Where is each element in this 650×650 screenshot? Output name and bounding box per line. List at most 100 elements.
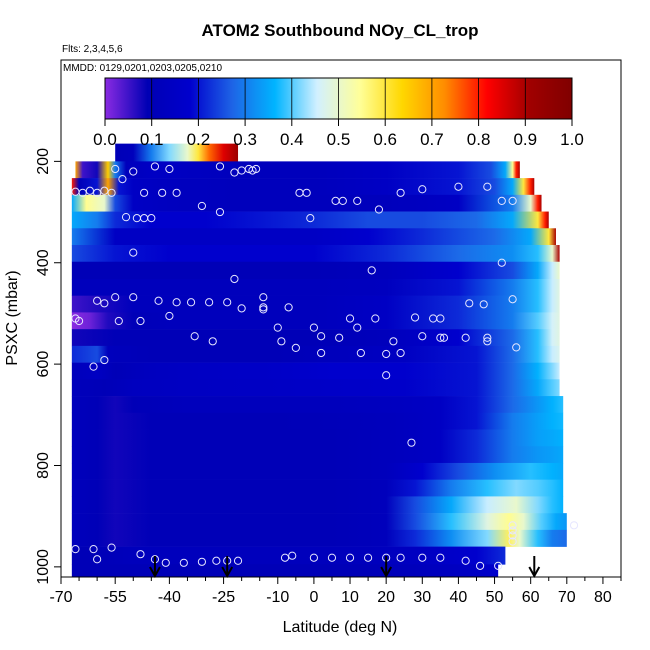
sample-point: [508, 196, 517, 206]
sample-point: [367, 266, 376, 275]
y-tick-label: 400: [35, 249, 52, 276]
y-tick-label: 800: [35, 452, 52, 479]
heatmap-band: [71, 312, 560, 330]
sample-point: [569, 521, 579, 530]
sample-point: [363, 553, 373, 562]
heatmap-band: [71, 446, 564, 464]
heatmap-band: [71, 228, 556, 246]
sample-point: [230, 168, 239, 177]
heatmap-band: [71, 278, 560, 296]
arrow-marker: [221, 556, 234, 579]
x-tick-label: 30: [413, 589, 431, 606]
x-tick-label: -40: [158, 589, 181, 606]
sample-point: [465, 299, 474, 308]
sample-point: [439, 333, 449, 342]
sample-point: [172, 188, 181, 197]
colorbar-tick-label: 0.9: [513, 130, 537, 149]
heatmap-band: [71, 194, 542, 212]
sample-point: [382, 349, 391, 359]
sample-point: [111, 293, 120, 302]
sample-point: [129, 167, 138, 176]
sample-point: [273, 323, 282, 332]
heatmap-band: [71, 479, 564, 497]
heatmap-band: [71, 261, 560, 280]
sample-point: [251, 164, 261, 174]
sample-point: [436, 333, 445, 342]
sample-point: [158, 188, 167, 197]
sample-point: [129, 248, 138, 257]
sample-point: [114, 316, 123, 326]
heatmap-layer: [71, 143, 567, 577]
sample-point: [78, 188, 87, 197]
sample-point: [205, 298, 214, 307]
sample-point: [154, 296, 163, 305]
sample-point: [407, 438, 416, 447]
heatmap-band: [115, 143, 239, 162]
sample-point: [345, 553, 355, 562]
colorbar-tick-label: 0.5: [327, 130, 351, 149]
y-tick-label: 1000: [35, 549, 52, 585]
colorbar-tick-label: 0.0: [93, 130, 117, 149]
arrow-marker: [380, 556, 393, 579]
sample-point: [277, 337, 286, 346]
sample-point: [186, 298, 196, 307]
sample-point: [418, 332, 427, 341]
sample-point: [317, 348, 326, 358]
sample-point: [212, 556, 221, 565]
colorbar-tick-label: 0.3: [233, 130, 257, 149]
sample-point: [136, 316, 145, 326]
sample-point: [494, 561, 503, 570]
colorbar-tick-label: 0.1: [140, 130, 164, 149]
sample-point: [197, 557, 207, 566]
sample-point: [389, 337, 398, 346]
colorbar-tick-label: 0.4: [280, 130, 304, 149]
sample-point: [396, 188, 405, 197]
sample-point: [508, 521, 517, 530]
sample-point: [374, 205, 384, 214]
sample-point: [197, 201, 207, 211]
sample-point: [288, 551, 297, 560]
sample-point: [497, 258, 506, 267]
x-tick-label: -70: [49, 589, 72, 606]
colorbar-dividers: [151, 78, 526, 119]
heatmap-band: [71, 329, 560, 347]
sample-point: [139, 188, 149, 197]
heatmap-band: [71, 496, 564, 514]
x-tick-label: 50: [486, 589, 504, 606]
sample-point: [89, 362, 98, 371]
sample-point: [136, 550, 145, 559]
sample-point: [107, 543, 116, 552]
sample-point: [461, 333, 470, 342]
x-axis: -70 -55 -40 -25 -10 0 10 20 30 40 50 60 70 80: [49, 577, 622, 606]
sample-point: [74, 316, 84, 326]
sample-point: [512, 343, 521, 352]
sample-point: [475, 561, 485, 570]
sample-point: [100, 355, 109, 365]
colorbar: 0.0 0.1 0.2 0.3 0.4 0.5 0.6 0.7 0.8 0.9 1.0: [93, 77, 584, 149]
heatmap-band: [71, 396, 564, 414]
x-tick-label: 80: [594, 589, 612, 606]
colorbar-tick-label: 0.7: [420, 130, 444, 149]
sample-point: [100, 186, 109, 195]
arrow-markers-layer: [149, 556, 541, 579]
sample-point: [483, 182, 492, 191]
colorbar-tick-label: 1.0: [560, 130, 584, 149]
sample-point: [454, 182, 463, 191]
colorbar-tick-label: 0.2: [187, 130, 211, 149]
sample-point: [111, 164, 120, 174]
sample-point: [280, 553, 290, 562]
plot-frame: [60, 59, 622, 578]
heatmap-band: [71, 462, 564, 480]
x-tick-label: -10: [266, 589, 289, 606]
sample-point: [89, 545, 98, 554]
y-tick-label: 200: [35, 148, 52, 175]
sample-point: [150, 162, 160, 171]
sample-points-layer: [71, 162, 579, 570]
sample-point: [461, 556, 470, 565]
sample-point: [508, 531, 517, 540]
x-tick-label: 20: [377, 589, 395, 606]
sample-point: [93, 555, 102, 564]
sample-point: [118, 175, 127, 184]
heatmap-band: [71, 412, 564, 430]
